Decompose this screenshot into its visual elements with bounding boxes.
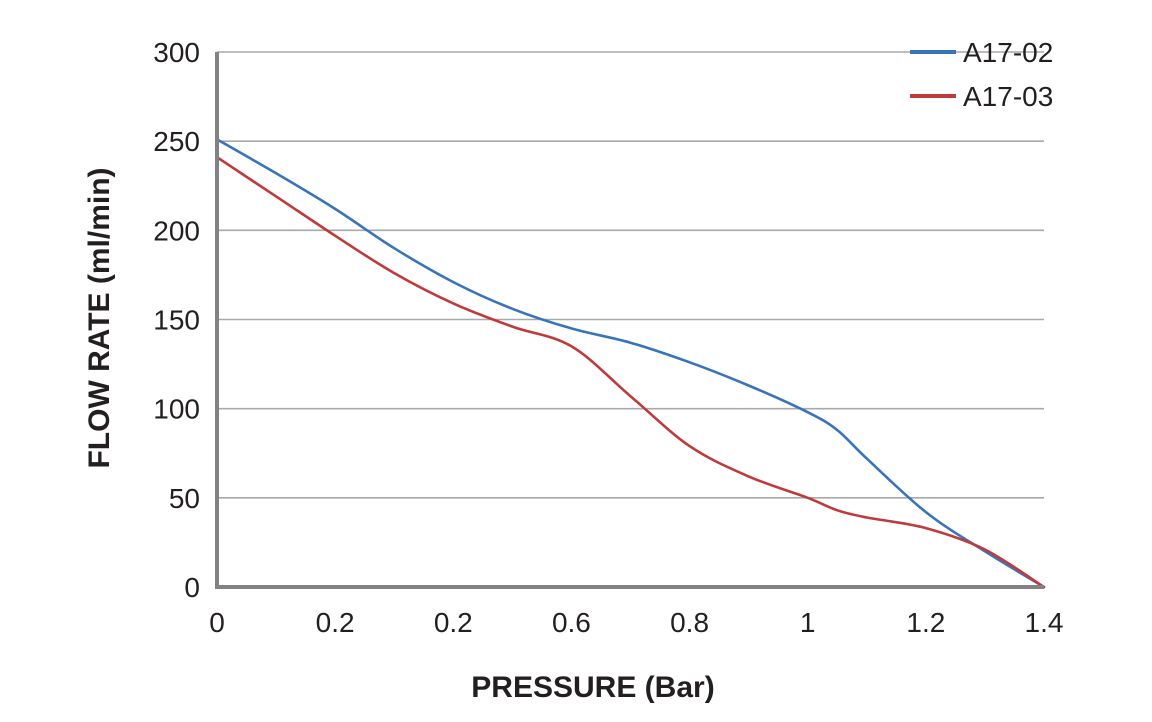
x-tick-label: 0.2 xyxy=(316,607,355,638)
series-lines xyxy=(215,138,1046,589)
x-tick-label: 1.2 xyxy=(906,607,945,638)
y-axis-title: FLOW RATE (ml/min) xyxy=(83,167,116,468)
legend-label-a17-03: A17-03 xyxy=(963,81,1053,112)
series-line-a17-03 xyxy=(215,155,1046,589)
x-tick-labels: 0 0.2 0.2 0.6 0.8 1 1.2 1.4 xyxy=(209,607,1063,638)
y-tick-label: 300 xyxy=(153,37,200,68)
x-axis-title: PRESSURE (Bar) xyxy=(471,671,714,704)
y-tick-labels: 0 50 100 150 200 250 300 xyxy=(153,37,200,603)
legend: A17-02 A17-03 xyxy=(910,37,1053,112)
series-line-a17-02 xyxy=(215,138,1046,589)
x-tick-label: 0.2 xyxy=(434,607,473,638)
gridlines xyxy=(217,51,1044,499)
x-tick-label: 0 xyxy=(209,607,225,638)
y-tick-label: 150 xyxy=(153,305,200,336)
x-tick-label: 0.6 xyxy=(552,607,591,638)
y-tick-label: 50 xyxy=(169,483,200,514)
x-tick-label: 1 xyxy=(800,607,816,638)
y-tick-label: 200 xyxy=(153,215,200,246)
x-tick-label: 0.8 xyxy=(670,607,709,638)
legend-label-a17-02: A17-02 xyxy=(963,37,1053,68)
x-tick-label: 1.4 xyxy=(1025,607,1064,638)
y-tick-label: 250 xyxy=(153,126,200,157)
y-tick-label: 100 xyxy=(153,394,200,425)
y-tick-label: 0 xyxy=(184,572,200,603)
